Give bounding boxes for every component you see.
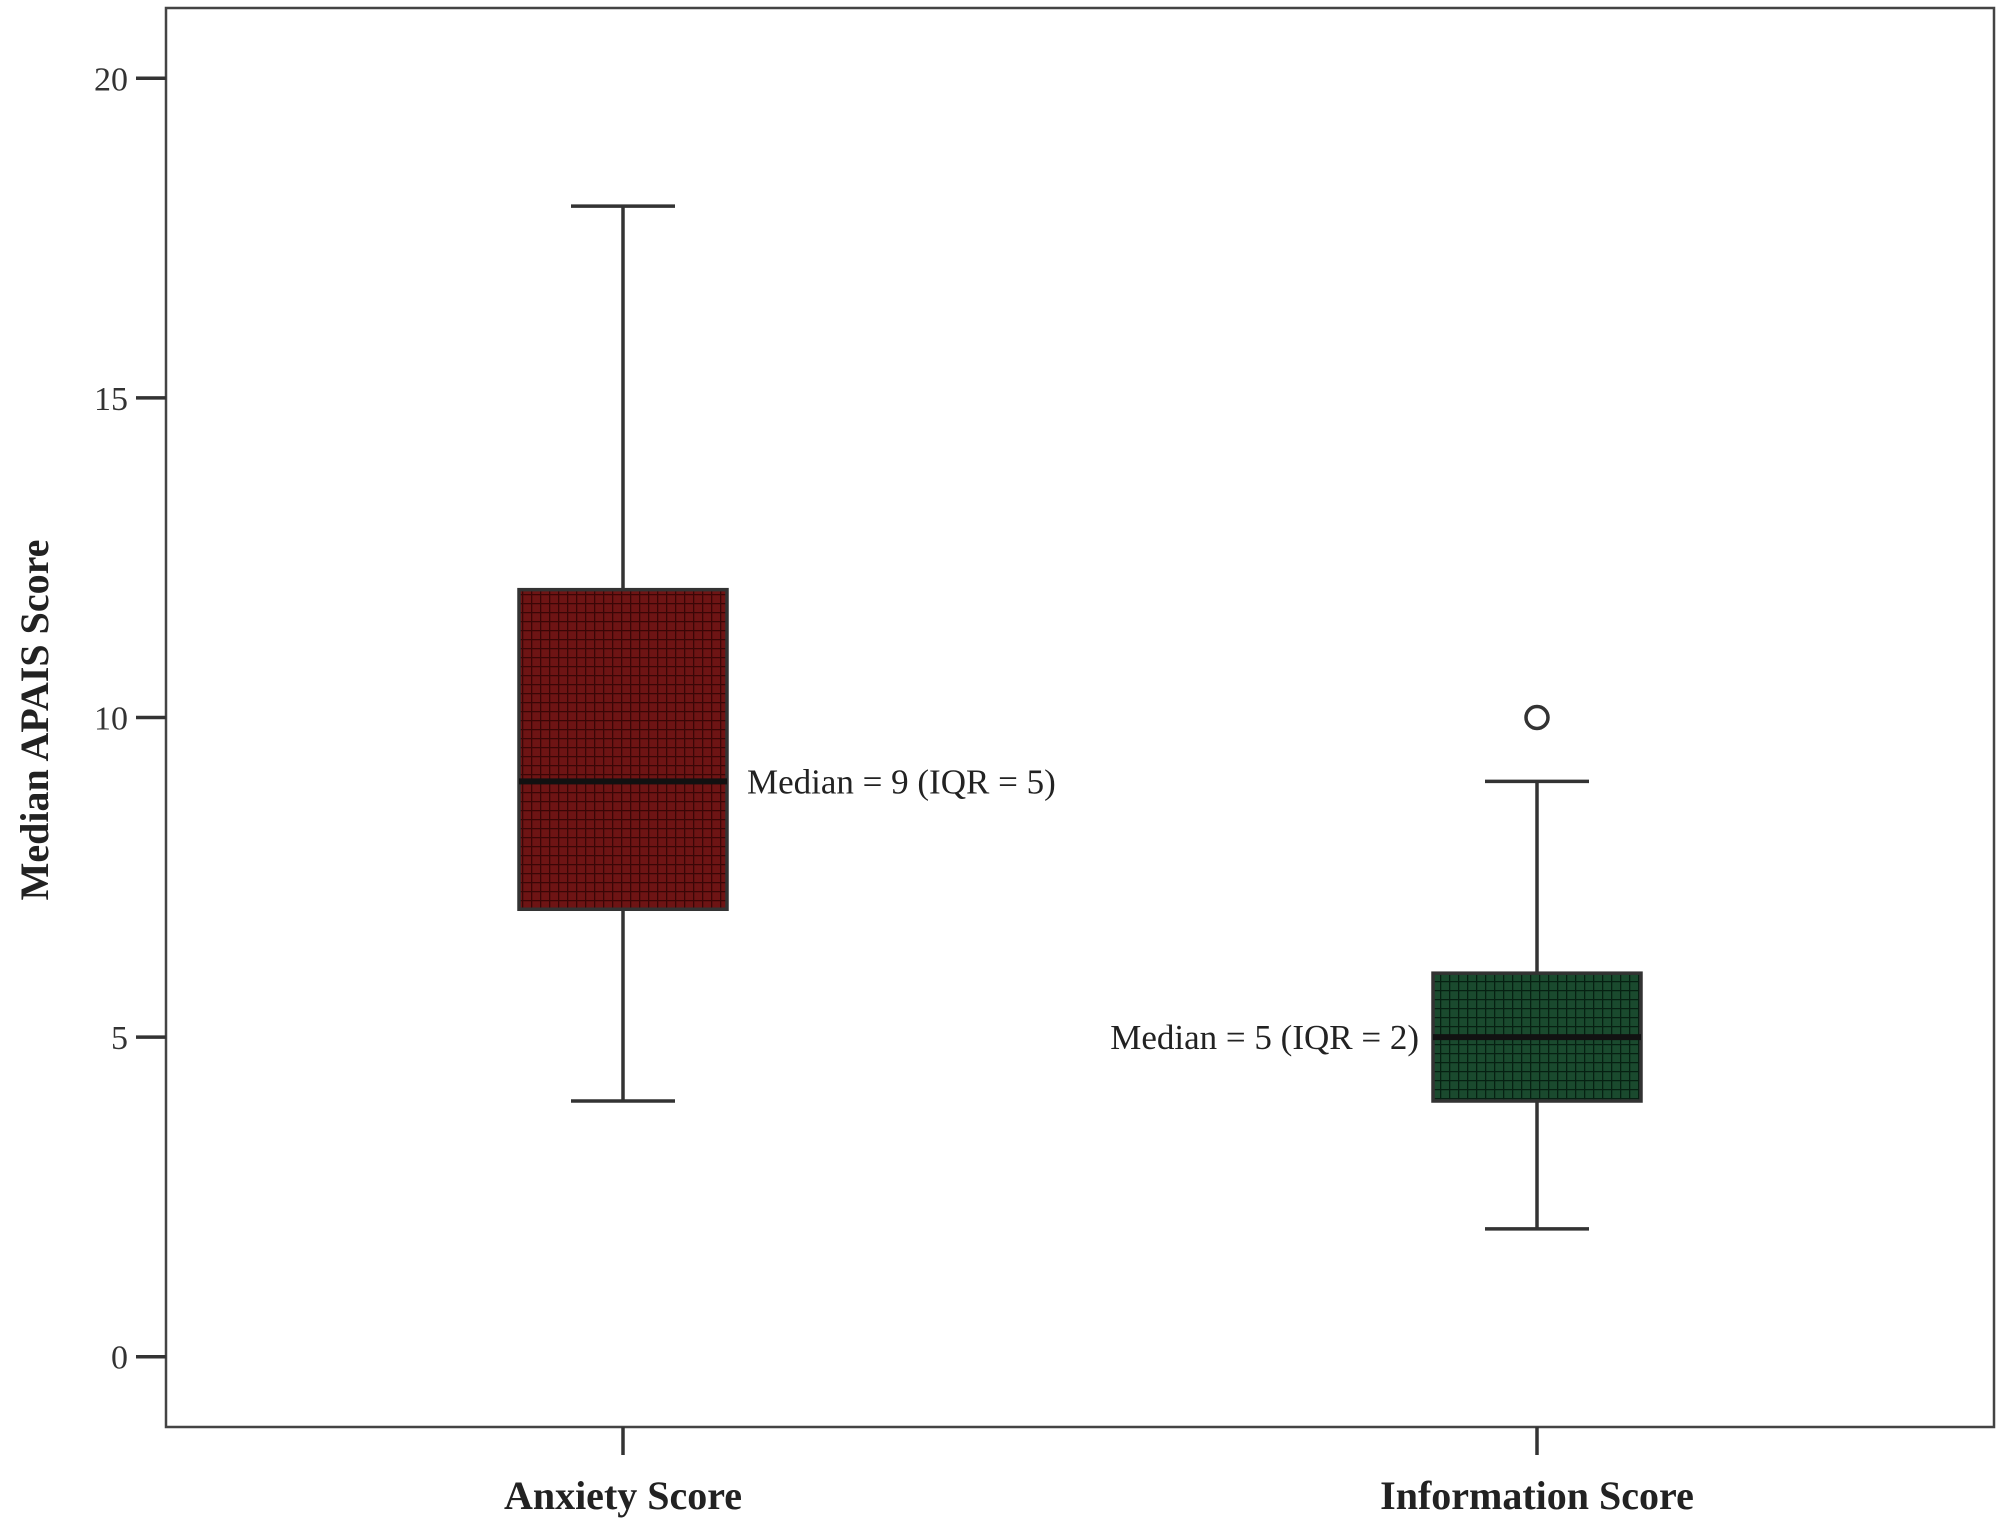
x-category-label: Information Score xyxy=(1380,1473,1694,1518)
y-tick-label: 5 xyxy=(111,1020,128,1057)
y-tick-label: 0 xyxy=(111,1340,128,1377)
outlier-point xyxy=(1524,704,1550,731)
box-series: Median = 9 (IQR = 5) Median = 5 (IQR = 2) xyxy=(517,204,1643,1231)
y-axis-title: Median APAIS Score xyxy=(12,540,57,901)
plot-frame xyxy=(164,6,1996,1429)
box-anxiety: Median = 9 (IQR = 5) xyxy=(517,204,1056,1103)
median-annotation: Median = 9 (IQR = 5) xyxy=(747,762,1056,801)
x-category-label: Anxiety Score xyxy=(504,1473,742,1518)
y-tick-label: 15 xyxy=(94,381,128,418)
iqr-box xyxy=(517,587,729,912)
y-tick-label: 10 xyxy=(94,701,128,738)
y-axis: 0 5 10 15 20 xyxy=(94,61,166,1377)
box-information: Median = 5 (IQR = 2) xyxy=(1110,704,1643,1231)
median-annotation: Median = 5 (IQR = 2) xyxy=(1110,1018,1419,1057)
x-axis: Anxiety Score Information Score xyxy=(504,1427,1694,1518)
y-tick-label: 20 xyxy=(94,61,128,98)
